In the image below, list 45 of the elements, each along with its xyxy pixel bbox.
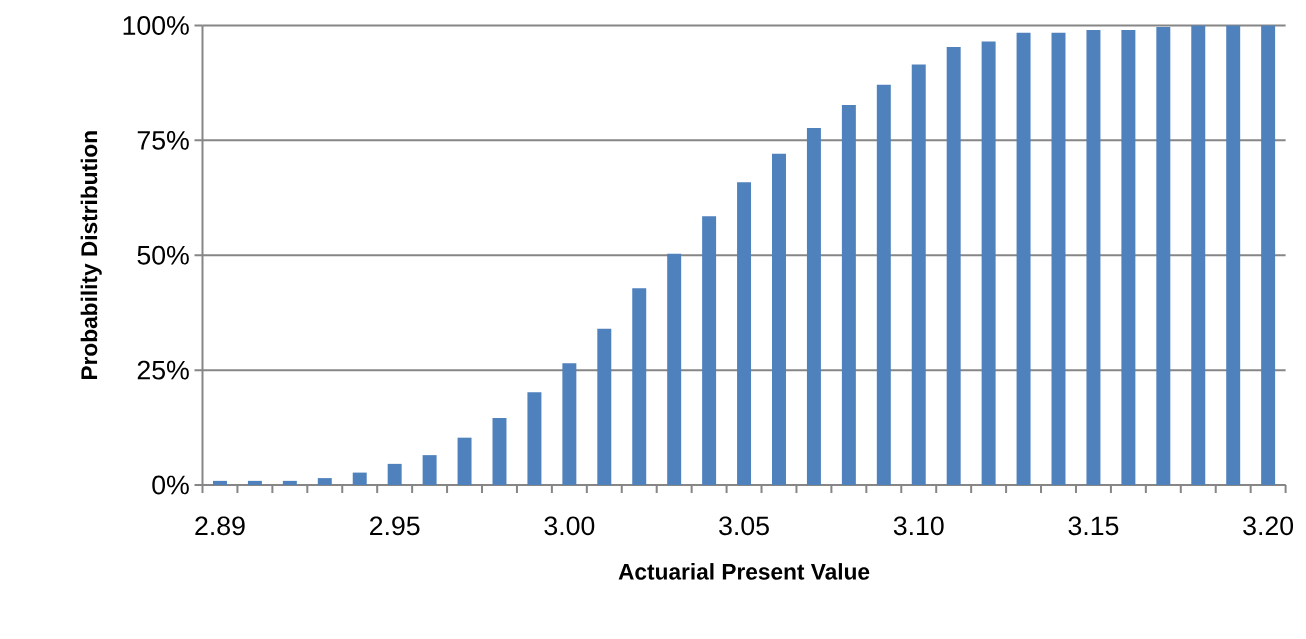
bar	[422, 455, 437, 485]
bar	[911, 64, 926, 485]
bar	[702, 216, 717, 485]
bar	[772, 153, 786, 485]
bar	[212, 480, 227, 485]
y-axis-title: Probability Distribution	[80, 131, 102, 380]
bar	[457, 437, 472, 485]
bar	[597, 328, 612, 485]
x-tick-label: 3.15	[1068, 516, 1119, 536]
bar	[317, 478, 332, 485]
x-tick-label: 3.10	[893, 516, 944, 536]
y-tick-label: 50%	[137, 245, 189, 265]
bar	[1121, 30, 1136, 485]
bar	[527, 392, 542, 485]
x-tick-label: 3.20	[1243, 516, 1294, 536]
bar	[981, 41, 996, 485]
bar	[876, 84, 891, 485]
bar	[841, 104, 856, 485]
bar	[737, 182, 752, 485]
y-tick-label: 75%	[137, 130, 189, 150]
x-tick-label: 2.89	[195, 516, 245, 536]
bar	[1016, 32, 1031, 485]
bar	[632, 288, 647, 485]
bar	[946, 47, 961, 485]
bar	[1051, 32, 1066, 485]
x-tick-label: 3.00	[544, 516, 595, 536]
bar	[492, 417, 507, 485]
bar	[1156, 26, 1171, 485]
y-tick-label: 100%	[123, 16, 189, 35]
bar	[352, 472, 367, 485]
bar	[1261, 25, 1276, 485]
y-tick-label: 0%	[152, 475, 189, 495]
bar	[1191, 25, 1206, 485]
bar	[1226, 25, 1241, 485]
x-tick-label: 2.95	[370, 516, 420, 536]
bar	[282, 480, 297, 485]
bar	[1086, 30, 1101, 485]
bar	[387, 463, 402, 485]
x-tick-label: 3.05	[719, 516, 769, 536]
bar	[667, 253, 682, 485]
y-tick-label: 25%	[137, 360, 189, 380]
bar	[247, 480, 262, 485]
x-axis-title: Actuarial Present Value	[618, 563, 870, 580]
bar	[806, 127, 821, 485]
bar	[562, 363, 577, 485]
